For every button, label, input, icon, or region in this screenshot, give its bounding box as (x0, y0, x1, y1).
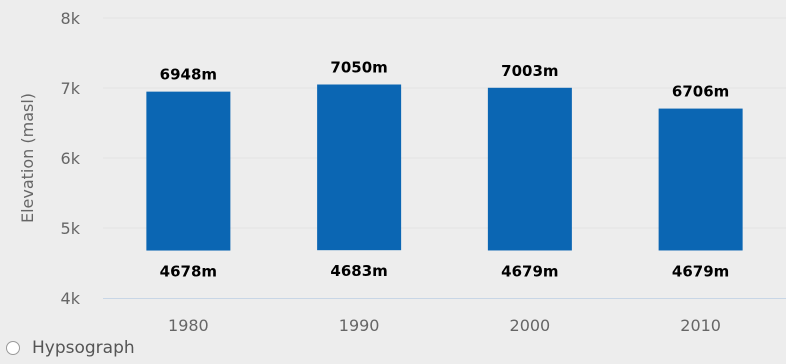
data-label-high: 7003m (501, 62, 558, 80)
bar (317, 84, 402, 251)
legend-item-hypsograph[interactable]: Hypsograph (6, 338, 135, 358)
bar (146, 91, 231, 251)
data-label-low: 4678m (160, 263, 217, 281)
y-tick-label: 7k (61, 79, 81, 98)
data-label-low: 4679m (501, 262, 558, 280)
y-tick-label: 5k (61, 219, 81, 238)
legend-label: Hypsograph (32, 338, 135, 358)
x-tick-label: 1980 (168, 316, 209, 335)
x-tick-label: 2000 (510, 316, 551, 335)
data-label-low: 4683m (330, 262, 387, 280)
y-axis-title: Elevation (masl) (18, 93, 37, 223)
data-label-low: 4679m (672, 262, 729, 280)
y-tick-label: 6k (61, 149, 81, 168)
data-label-high: 7050m (330, 59, 387, 77)
y-tick-label: 4k (61, 289, 81, 308)
data-label-high: 6948m (160, 66, 217, 84)
x-tick-label: 1990 (339, 316, 380, 335)
y-tick-label: 8k (61, 9, 81, 28)
data-label-high: 6706m (672, 83, 729, 101)
radio-icon[interactable] (6, 341, 20, 355)
x-tick-label: 2010 (680, 316, 721, 335)
bar (658, 108, 743, 251)
bar (487, 87, 572, 251)
